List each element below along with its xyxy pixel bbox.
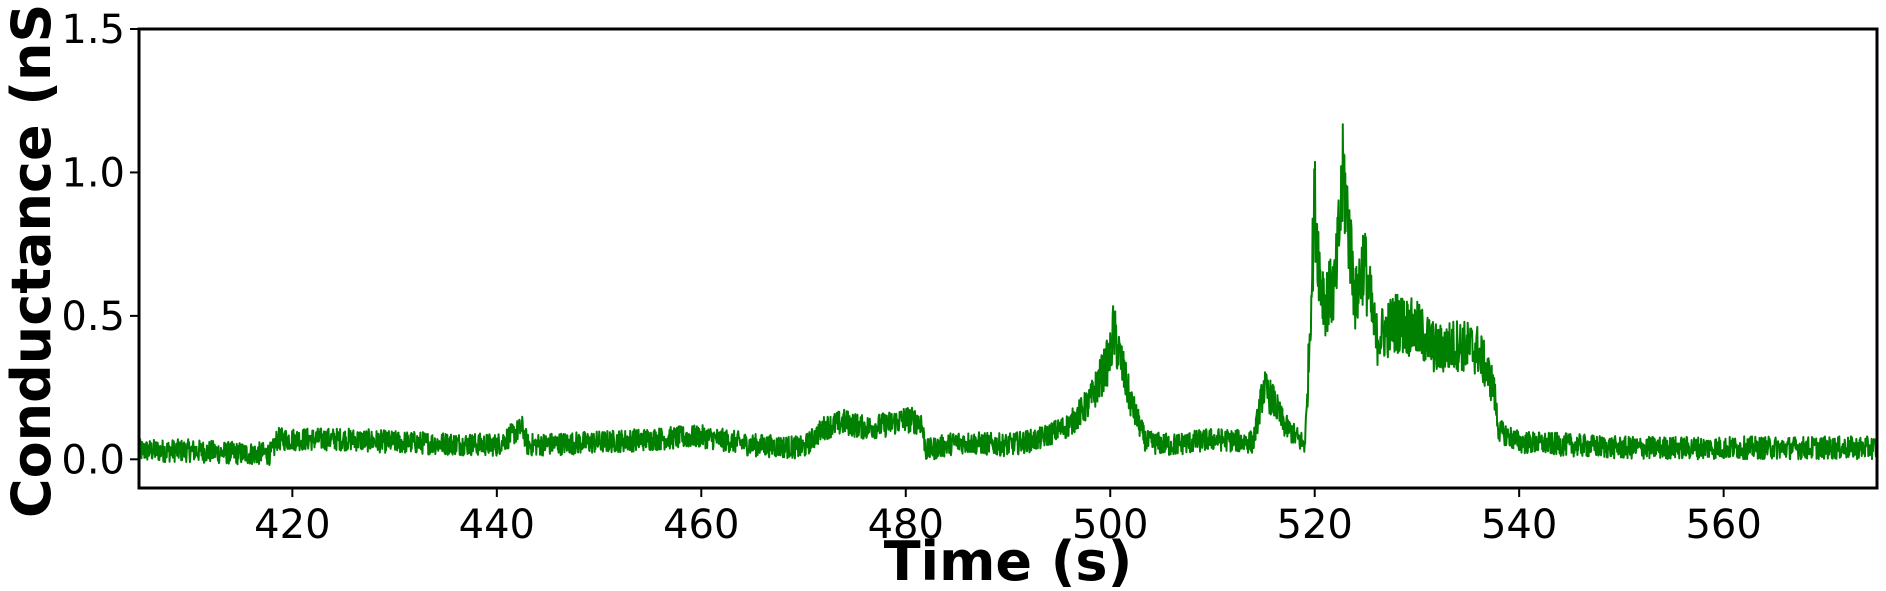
x-tick-label: 460 xyxy=(663,502,739,548)
y-axis: 0.0 0.5 1.0 1.5 xyxy=(61,7,139,483)
y-tick-label: 0.0 xyxy=(61,437,125,483)
x-tick-label: 500 xyxy=(1072,502,1148,548)
y-axis-label: Conductance (nS) xyxy=(0,0,63,518)
plot-frame xyxy=(137,27,1879,490)
y-tick-label: 1.0 xyxy=(61,150,125,196)
x-tick-label: 520 xyxy=(1277,502,1353,548)
conductance-series-line xyxy=(139,123,1877,466)
y-tick-label: 1.5 xyxy=(61,7,125,53)
x-axis-label: Time (s) xyxy=(884,530,1133,591)
x-tick-label: 540 xyxy=(1481,502,1557,548)
x-tick-label: 420 xyxy=(254,502,330,548)
plot-area xyxy=(139,123,1877,466)
x-tick-label: 560 xyxy=(1685,502,1761,548)
y-tick-label: 0.5 xyxy=(61,294,125,340)
x-tick-label: 440 xyxy=(459,502,535,548)
x-axis: 420 440 460 480 500 520 540 560 xyxy=(254,488,1762,548)
x-tick-label: 480 xyxy=(868,502,944,548)
